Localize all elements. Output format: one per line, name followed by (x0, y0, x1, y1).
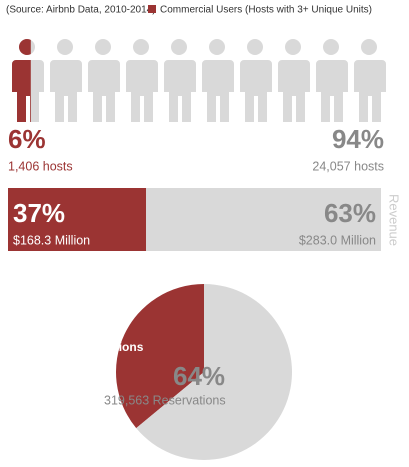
annotation: 24,057 hosts (312, 159, 384, 173)
annotation: $168.3 Million (13, 233, 90, 247)
bar (8, 188, 147, 251)
icon-head (57, 39, 73, 55)
value-label: 94% (332, 124, 384, 154)
value-label: 64% (173, 361, 225, 391)
legend-swatch (148, 5, 156, 13)
icon-body (202, 60, 234, 122)
annotation-box: 177,759 Reservations (68, 323, 144, 354)
value-label: 63% (324, 198, 376, 228)
icon-head (247, 39, 263, 55)
icon-body (316, 60, 348, 122)
axis-label: Revenue (387, 194, 402, 246)
annotation: 1,406 hosts (8, 159, 73, 173)
icon-body (278, 60, 310, 122)
annotation: 177,759 Reservations (68, 323, 144, 354)
bar (146, 188, 381, 251)
source: (Source: Airbnb Data, 2010-2014) (6, 5, 156, 16)
icon-head (95, 39, 111, 55)
icon-head (285, 39, 301, 55)
icons-commercial (12, 39, 31, 122)
icon-head (323, 39, 339, 55)
icons-rest (12, 39, 386, 122)
value-label: 36% (68, 289, 120, 319)
icon-body (240, 60, 272, 122)
icon-head (361, 39, 377, 55)
value-label: 6% (8, 124, 46, 154)
annotation: $283.0 Million (299, 233, 376, 247)
pie-slice (115, 284, 204, 429)
icon-body (12, 60, 31, 122)
value-label: 37% (13, 198, 65, 228)
icon-head (19, 39, 31, 55)
icon-head (171, 39, 187, 55)
icon-body (164, 60, 196, 122)
icon-head (133, 39, 149, 55)
annotation: 319,563 Reservations (104, 393, 226, 407)
icon-body (126, 60, 158, 122)
legend-label: Commercial Users (Hosts with 3+ Unique U… (160, 5, 372, 16)
pie-slice (136, 283, 292, 461)
icon-body (354, 60, 386, 122)
icon-body (50, 60, 82, 122)
icon-head (209, 39, 225, 55)
icon-body (88, 60, 120, 122)
